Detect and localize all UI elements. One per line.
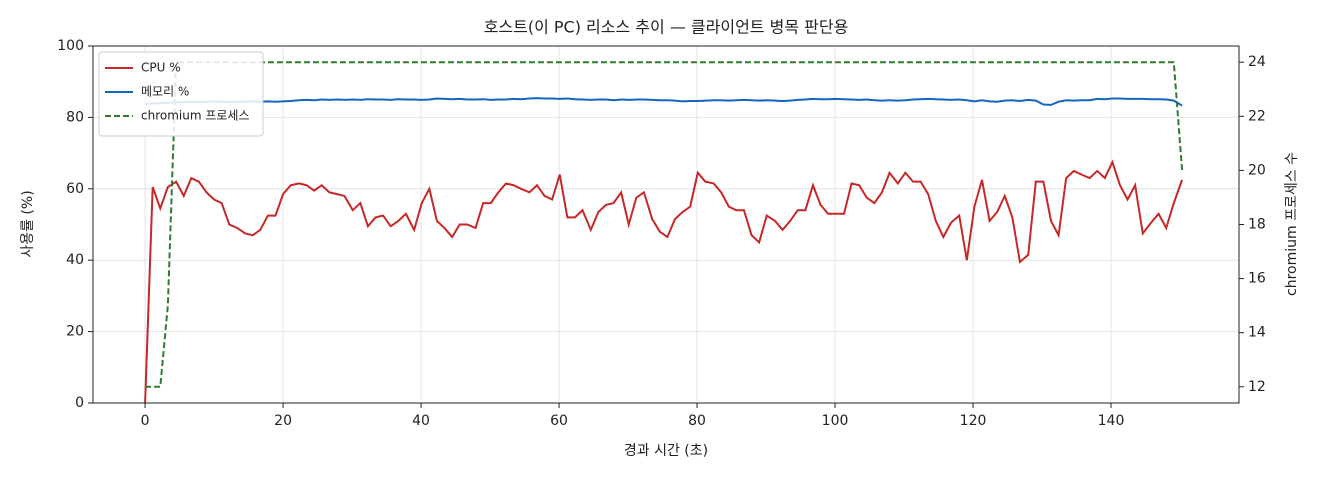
y-tick-label: 40 bbox=[66, 252, 84, 268]
y2-tick-label: 12 bbox=[1248, 379, 1266, 395]
legend-label: chromium 프로세스 bbox=[141, 109, 250, 123]
x-tick-label: 0 bbox=[141, 413, 150, 429]
x-tick-label: 80 bbox=[688, 413, 706, 429]
series-line bbox=[145, 97, 1183, 107]
y-tick-label: 100 bbox=[57, 38, 84, 54]
y2-tick-label: 24 bbox=[1248, 54, 1266, 70]
series-line bbox=[144, 159, 1184, 404]
legend-label: CPU % bbox=[141, 61, 181, 75]
plot-frame bbox=[92, 45, 1240, 404]
x-tick-label: 120 bbox=[960, 413, 987, 429]
y2-tick-label: 22 bbox=[1248, 108, 1266, 124]
y-tick-label: 80 bbox=[66, 109, 84, 125]
y-tick-label: 20 bbox=[66, 324, 84, 340]
x-tick-label: 20 bbox=[274, 413, 292, 429]
series-line bbox=[145, 61, 1184, 388]
x-tick-label: 100 bbox=[822, 413, 849, 429]
legend-box bbox=[98, 51, 264, 137]
x-axis-label: 경과 시간 (초) bbox=[624, 443, 708, 459]
x-tick-label: 140 bbox=[1098, 413, 1125, 429]
y-axis-label: 사용률 (%) bbox=[20, 190, 36, 257]
y-tick-label: 60 bbox=[66, 181, 84, 197]
x-tick-label: 40 bbox=[412, 413, 430, 429]
x-tick-label: 60 bbox=[550, 413, 568, 429]
legend-label: 메모리 % bbox=[141, 85, 189, 99]
y2-tick-label: 18 bbox=[1248, 217, 1266, 233]
y2-tick-label: 16 bbox=[1248, 271, 1266, 287]
y2-axis-label: chromium 프로세스 수 bbox=[1284, 152, 1300, 296]
y2-tick-label: 14 bbox=[1248, 325, 1266, 341]
legend: CPU % 메모리 % chromium 프로세스 bbox=[98, 51, 264, 137]
y-tick-label: 0 bbox=[75, 395, 84, 411]
chart-title: 호스트(이 PC) 리소스 추이 — 클라이언트 병목 판단용 bbox=[484, 18, 849, 37]
y2-tick-label: 20 bbox=[1248, 162, 1266, 178]
